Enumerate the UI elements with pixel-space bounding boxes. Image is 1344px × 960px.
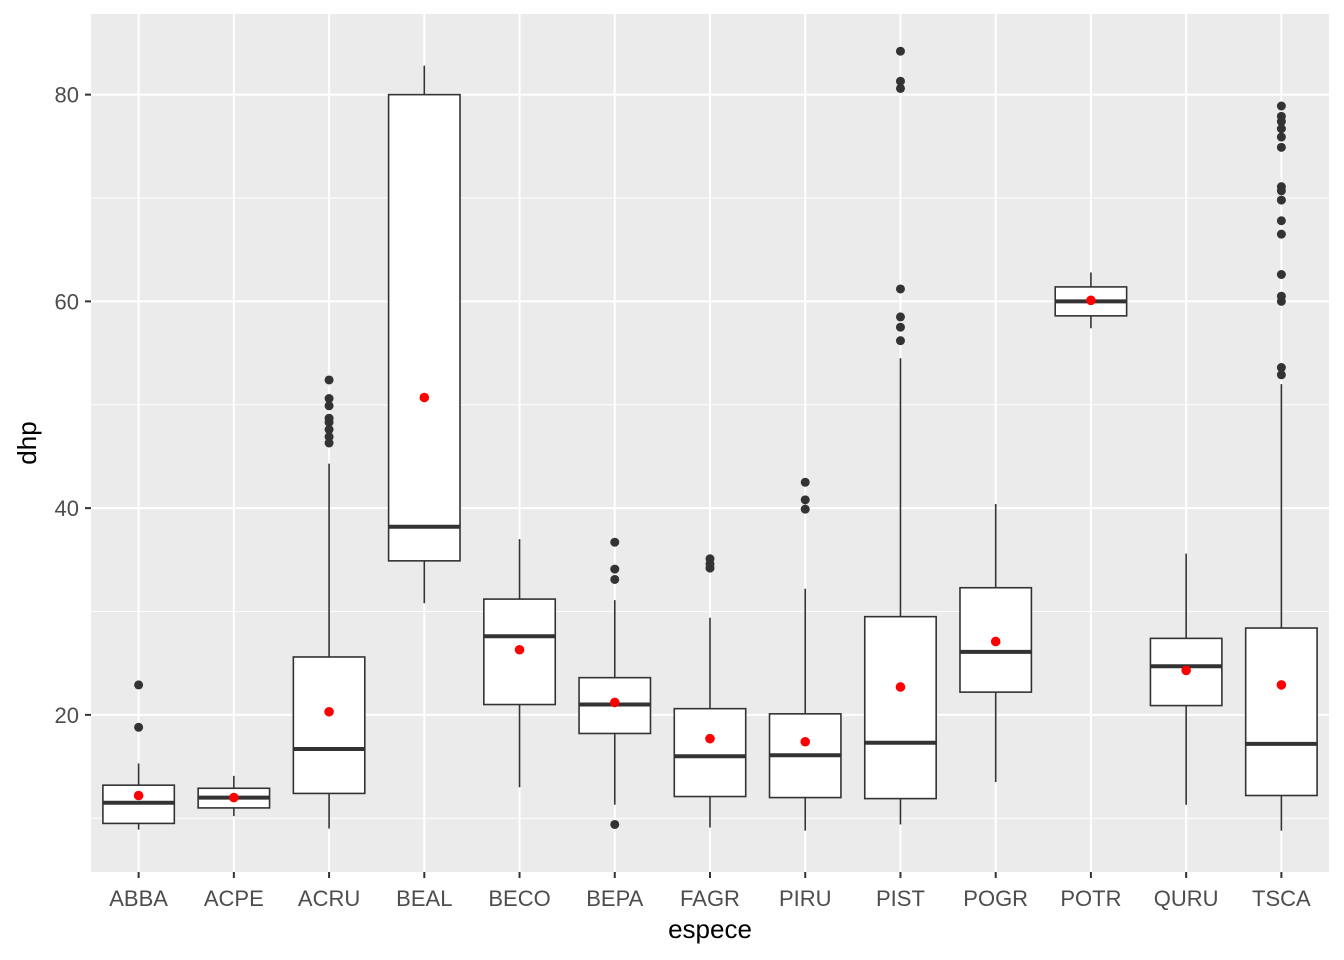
mean-point: [229, 792, 239, 803]
box-piru: [768, 477, 842, 831]
box-potr: [1054, 272, 1128, 329]
y-tick-label: 20: [55, 703, 79, 728]
box-fagr: [673, 554, 747, 828]
outlier-point: [324, 413, 334, 423]
x-tick-label: ACPE: [204, 886, 264, 911]
outlier-point: [895, 83, 905, 93]
x-tick-label: BEAL: [396, 886, 452, 911]
outlier-point: [705, 554, 715, 564]
x-axis-title: espece: [668, 914, 752, 944]
outlier-point: [1276, 111, 1286, 121]
x-tick-label: PIST: [876, 886, 925, 911]
box-pogr: [959, 503, 1033, 783]
box-iqr: [863, 615, 937, 800]
outlier-point: [324, 438, 334, 448]
outlier-point: [1276, 142, 1286, 152]
x-axis: ABBA ACPE ACRU BEAL BECO BEPA FAGR PIRU PIST POGR…: [109, 872, 1311, 911]
mean-point: [1181, 665, 1191, 676]
box-acpe: [197, 775, 271, 817]
outlier-point: [1276, 195, 1286, 205]
outlier-point: [610, 537, 620, 547]
outlier-point: [800, 495, 810, 505]
box-quru: [1149, 553, 1223, 805]
y-axis: 20 40 60 80: [55, 83, 91, 728]
y-axis-title: dhp: [12, 421, 42, 464]
mean-point: [1276, 680, 1287, 690]
box-beal: [387, 65, 461, 604]
outlier-point: [1276, 291, 1286, 301]
outlier-point: [1276, 270, 1286, 280]
box-iqr: [292, 656, 366, 795]
outlier-point: [1276, 229, 1286, 239]
y-tick-label: 60: [55, 289, 79, 314]
outlier-point: [800, 477, 810, 487]
box-iqr: [673, 707, 747, 798]
x-tick-label: BEPA: [586, 886, 643, 911]
x-tick-label: QURU: [1154, 886, 1219, 911]
outlier-point: [324, 375, 334, 385]
x-tick-label: POGR: [963, 886, 1028, 911]
x-tick-label: BECO: [488, 886, 550, 911]
x-tick-label: PIRU: [779, 886, 832, 911]
mean-point: [1086, 295, 1096, 306]
box-acru: [292, 375, 366, 829]
outlier-point: [134, 722, 144, 732]
y-tick-label: 40: [55, 496, 79, 521]
outlier-point: [324, 425, 334, 435]
outlier-point: [610, 574, 620, 584]
box-beco: [483, 539, 557, 788]
outlier-point: [610, 819, 620, 829]
outlier-point: [1276, 132, 1286, 142]
y-tick-label: 80: [55, 83, 79, 108]
outlier-point: [1276, 363, 1286, 373]
outlier-point: [1276, 216, 1286, 226]
outlier-point: [324, 394, 334, 404]
outlier-point: [610, 564, 620, 574]
outlier-point: [895, 312, 905, 322]
box-bepa: [578, 537, 652, 829]
mean-point: [800, 736, 811, 747]
x-tick-label: POTR: [1060, 886, 1121, 911]
mean-point: [133, 790, 144, 801]
outlier-point: [134, 680, 144, 690]
mean-point: [895, 682, 906, 692]
box-layer: [102, 46, 1318, 831]
x-tick-label: ABBA: [109, 886, 168, 911]
outlier-point: [895, 336, 905, 346]
box-iqr: [1244, 627, 1318, 797]
box-pist: [863, 46, 937, 825]
box-abba: [102, 680, 176, 830]
mean-point: [324, 706, 334, 717]
outlier-point: [895, 322, 905, 332]
outlier-point: [1276, 370, 1286, 380]
mean-point: [419, 392, 430, 403]
outlier-point: [324, 401, 334, 411]
outlier-point: [1276, 101, 1286, 111]
outlier-point: [324, 432, 334, 442]
outlier-point: [1276, 182, 1286, 192]
mean-point: [609, 697, 620, 708]
outlier-point: [895, 284, 905, 294]
outlier-point: [895, 76, 905, 86]
mean-point: [705, 733, 715, 744]
x-tick-label: FAGR: [680, 886, 740, 911]
outlier-point: [895, 46, 905, 56]
mean-point: [990, 636, 1001, 647]
outlier-point: [800, 504, 810, 514]
box-tsca: [1244, 101, 1318, 831]
box-iqr: [387, 93, 461, 562]
outlier-point: [1276, 124, 1286, 134]
mean-point: [514, 644, 525, 655]
x-tick-label: TSCA: [1252, 886, 1311, 911]
x-tick-label: ACRU: [298, 886, 360, 911]
